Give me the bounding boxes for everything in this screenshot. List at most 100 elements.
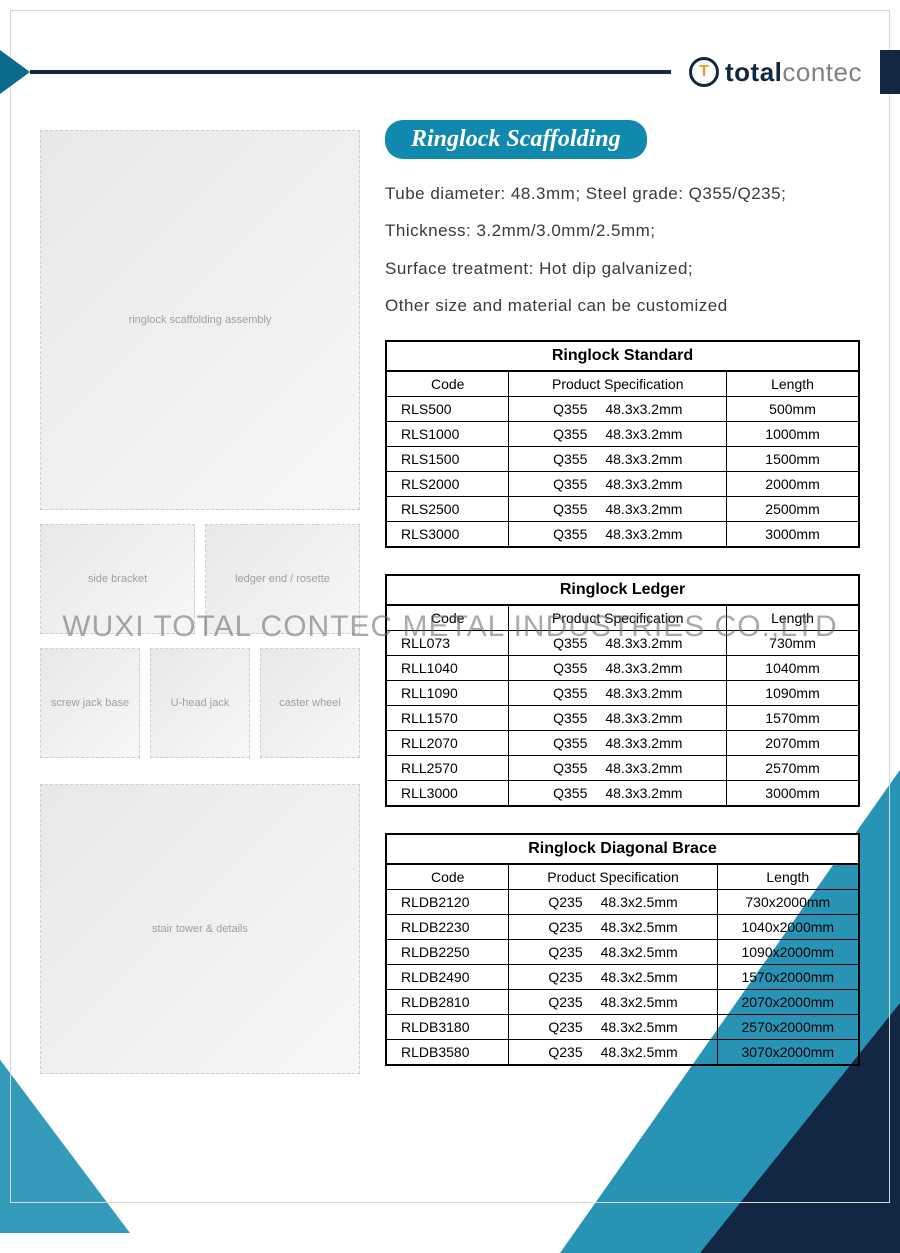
- cell-spec: Q35548.3x3.2mm: [509, 472, 727, 497]
- table-row: RLDB3180Q23548.3x2.5mm2570x2000mm: [386, 1015, 859, 1040]
- cell-spec: Q23548.3x2.5mm: [509, 1040, 717, 1066]
- table-row: RLDB2120Q23548.3x2.5mm730x2000mm: [386, 890, 859, 915]
- cell-spec: Q23548.3x2.5mm: [509, 990, 717, 1015]
- table-row: RLL1040Q35548.3x3.2mm1040mm: [386, 656, 859, 681]
- cell-code: RLDB3180: [386, 1015, 509, 1040]
- cell-code: RLDB3580: [386, 1040, 509, 1066]
- cell-length: 2570mm: [727, 756, 859, 781]
- column-header: Product Specification: [509, 371, 727, 397]
- product-image-stair: stair tower & details: [40, 784, 360, 1074]
- table-row: RLL2570Q35548.3x3.2mm2570mm: [386, 756, 859, 781]
- cell-spec: Q35548.3x3.2mm: [509, 756, 727, 781]
- table-row: RLS3000Q35548.3x3.2mm3000mm: [386, 522, 859, 548]
- table-row: RLS2500Q35548.3x3.2mm2500mm: [386, 497, 859, 522]
- table-row: RLL2070Q35548.3x3.2mm2070mm: [386, 731, 859, 756]
- table-row: RLL3000Q35548.3x3.2mm3000mm: [386, 781, 859, 807]
- cell-length: 1040x2000mm: [717, 915, 859, 940]
- cell-length: 1090x2000mm: [717, 940, 859, 965]
- cell-code: RLS3000: [386, 522, 509, 548]
- brand: totalcontec: [671, 57, 880, 88]
- table-row: RLDB2810Q23548.3x2.5mm2070x2000mm: [386, 990, 859, 1015]
- cell-spec: Q35548.3x3.2mm: [509, 681, 727, 706]
- cell-length: 1000mm: [727, 422, 859, 447]
- image-column: ringlock scaffolding assembly side brack…: [40, 130, 360, 1074]
- cell-spec: Q35548.3x3.2mm: [509, 631, 727, 656]
- cell-length: 730mm: [727, 631, 859, 656]
- tables-region: Ringlock StandardCodeProduct Specificati…: [385, 340, 860, 1066]
- product-image-screwjack: screw jack base: [40, 648, 140, 758]
- cell-length: 1570mm: [727, 706, 859, 731]
- product-image-caster: caster wheel: [260, 648, 360, 758]
- table-row: RLS2000Q35548.3x3.2mm2000mm: [386, 472, 859, 497]
- cell-code: RLS500: [386, 397, 509, 422]
- spec-line: Other size and material can be customize…: [385, 287, 860, 324]
- header-arrow-icon: [0, 50, 30, 94]
- column-header: Length: [727, 371, 859, 397]
- table-title: Ringlock Diagonal Brace: [385, 833, 860, 863]
- cell-spec: Q23548.3x2.5mm: [509, 940, 717, 965]
- header-bar: totalcontec: [0, 50, 900, 94]
- cell-length: 3070x2000mm: [717, 1040, 859, 1066]
- cell-code: RLDB2810: [386, 990, 509, 1015]
- cell-code: RLL1570: [386, 706, 509, 731]
- cell-code: RLS2000: [386, 472, 509, 497]
- header-endcap: [880, 50, 900, 94]
- table-row: RLL073Q35548.3x3.2mm730mm: [386, 631, 859, 656]
- cell-spec: Q35548.3x3.2mm: [509, 497, 727, 522]
- page-title: Ringlock Scaffolding: [385, 120, 647, 159]
- cell-length: 3000mm: [727, 781, 859, 807]
- table-row: RLL1090Q35548.3x3.2mm1090mm: [386, 681, 859, 706]
- cell-code: RLDB2120: [386, 890, 509, 915]
- cell-length: 1500mm: [727, 447, 859, 472]
- cell-spec: Q35548.3x3.2mm: [509, 522, 727, 548]
- spec-table: Ringlock StandardCodeProduct Specificati…: [385, 340, 860, 548]
- spec-line: Surface treatment: Hot dip galvanized;: [385, 250, 860, 287]
- cell-code: RLDB2490: [386, 965, 509, 990]
- cell-code: RLL1090: [386, 681, 509, 706]
- column-header: Product Specification: [509, 864, 717, 890]
- table-title: Ringlock Ledger: [385, 574, 860, 604]
- table-row: RLDB2250Q23548.3x2.5mm1090x2000mm: [386, 940, 859, 965]
- cell-spec: Q35548.3x3.2mm: [509, 447, 727, 472]
- table-row: RLDB2230Q23548.3x2.5mm1040x2000mm: [386, 915, 859, 940]
- table-row: RLDB3580Q23548.3x2.5mm3070x2000mm: [386, 1040, 859, 1066]
- table-row: RLS1000Q35548.3x3.2mm1000mm: [386, 422, 859, 447]
- cell-code: RLS2500: [386, 497, 509, 522]
- column-header: Code: [386, 371, 509, 397]
- table-row: RLS500Q35548.3x3.2mm500mm: [386, 397, 859, 422]
- product-image-bracket: side bracket: [40, 524, 195, 634]
- cell-spec: Q35548.3x3.2mm: [509, 422, 727, 447]
- spec-table: Ringlock LedgerCodeProduct Specification…: [385, 574, 860, 807]
- table-title: Ringlock Standard: [385, 340, 860, 370]
- cell-length: 2500mm: [727, 497, 859, 522]
- product-image-rosette: ledger end / rosette: [205, 524, 360, 634]
- cell-spec: Q35548.3x3.2mm: [509, 781, 727, 807]
- column-header: Product Specification: [509, 605, 727, 631]
- cell-code: RLL073: [386, 631, 509, 656]
- column-header: Code: [386, 864, 509, 890]
- spec-block: Tube diameter: 48.3mm; Steel grade: Q355…: [385, 175, 860, 325]
- cell-spec: Q35548.3x3.2mm: [509, 731, 727, 756]
- cell-spec: Q23548.3x2.5mm: [509, 1015, 717, 1040]
- cell-length: 1090mm: [727, 681, 859, 706]
- cell-length: 2000mm: [727, 472, 859, 497]
- table-row: RLL1570Q35548.3x3.2mm1570mm: [386, 706, 859, 731]
- column-header: Length: [727, 605, 859, 631]
- cell-length: 2070x2000mm: [717, 990, 859, 1015]
- cell-spec: Q23548.3x2.5mm: [509, 965, 717, 990]
- cell-code: RLL3000: [386, 781, 509, 807]
- spec-line: Tube diameter: 48.3mm; Steel grade: Q355…: [385, 175, 860, 212]
- spec-table: Ringlock Diagonal BraceCodeProduct Speci…: [385, 833, 860, 1066]
- cell-spec: Q35548.3x3.2mm: [509, 656, 727, 681]
- cell-spec: Q23548.3x2.5mm: [509, 915, 717, 940]
- product-image-main: ringlock scaffolding assembly: [40, 130, 360, 510]
- cell-code: RLL2570: [386, 756, 509, 781]
- cell-spec: Q35548.3x3.2mm: [509, 397, 727, 422]
- cell-code: RLS1000: [386, 422, 509, 447]
- cell-length: 3000mm: [727, 522, 859, 548]
- cell-spec: Q35548.3x3.2mm: [509, 706, 727, 731]
- cell-length: 2570x2000mm: [717, 1015, 859, 1040]
- column-header: Length: [717, 864, 859, 890]
- brand-logo-icon: [689, 57, 719, 87]
- cell-code: RLS1500: [386, 447, 509, 472]
